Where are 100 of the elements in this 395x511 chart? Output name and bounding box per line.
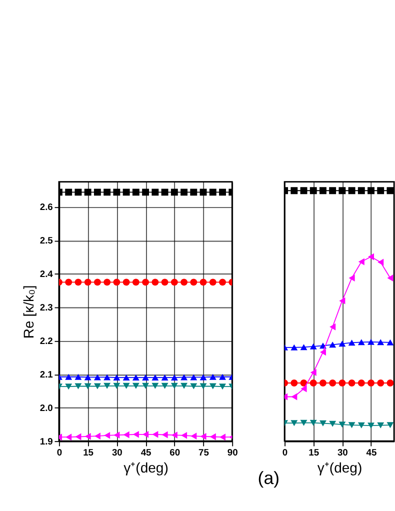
x-axis-title: γ⁺(deg) [124,459,168,476]
point [338,340,346,347]
point [377,187,384,194]
x-tick-label: 0 [56,448,62,458]
point [170,382,178,389]
point [94,383,101,390]
point [84,432,91,440]
point [310,420,317,426]
point [329,380,336,386]
point [94,432,100,440]
point [65,384,72,390]
y-tick-label: 2.0 [40,402,53,413]
x-axis-title: γ⁺(deg) [317,459,362,476]
point [114,432,120,439]
point [358,380,365,386]
point [84,278,92,286]
point [348,187,356,194]
x-tick-label: 15 [308,448,320,458]
point [74,278,82,286]
x-tick-label: 45 [140,448,152,458]
point [310,343,317,350]
point [66,434,72,441]
point [320,187,326,194]
point [338,422,346,428]
point [200,188,207,196]
point [200,432,206,440]
point [84,374,92,380]
point [310,380,317,386]
point [190,278,198,286]
point [209,383,216,390]
y-tick-label: 2.6 [40,202,53,212]
point [84,383,92,390]
point [65,188,72,196]
point [290,420,298,426]
point [142,382,150,389]
point [338,380,346,386]
point [219,384,226,390]
point [378,258,384,266]
point [368,338,374,345]
point [122,188,130,196]
point [329,342,336,348]
point [386,339,394,346]
point [290,187,298,194]
point [180,374,188,380]
point [348,274,355,282]
point [329,420,336,427]
x-tick-label: 30 [112,448,122,458]
point [358,339,365,346]
point [94,278,101,286]
point [94,374,101,380]
point [74,383,82,390]
point [132,430,139,438]
point [152,278,159,286]
point [123,431,130,438]
point [368,187,374,194]
point [162,431,168,438]
point [358,187,365,194]
point [358,422,365,428]
point [132,278,140,286]
point [65,278,72,286]
point [84,188,92,196]
point [338,187,346,194]
point [113,278,120,286]
y-tick-label: 2.5 [40,236,53,246]
point [152,430,158,438]
point [209,278,216,286]
point [122,278,130,286]
point [209,188,216,196]
point [161,374,168,381]
x-tick-label: 0 [282,448,288,458]
point [180,278,188,286]
point [300,187,308,194]
point [219,374,226,380]
point [152,382,159,389]
point [74,374,82,380]
point [348,340,356,346]
point [348,422,356,428]
point [190,432,197,440]
point [170,188,178,196]
point [290,344,298,350]
point [161,188,168,196]
point [190,383,198,390]
point [132,382,140,389]
y-tick-label: 2.1 [40,369,53,380]
x-tick-label: 30 [337,448,348,458]
point [377,380,384,386]
x-tick-label: 90 [227,448,238,458]
point [386,187,394,194]
point [320,420,326,426]
y-axis-title: Re [κ/k₀] [20,285,36,339]
point [330,323,336,330]
point [291,393,298,400]
y-tick-label: 1.9 [40,436,53,446]
point [171,432,178,439]
y-tick-label: 2.4 [40,269,54,280]
point [104,278,111,286]
point [377,422,384,428]
point [104,188,111,196]
point [300,344,308,350]
point [152,374,159,381]
